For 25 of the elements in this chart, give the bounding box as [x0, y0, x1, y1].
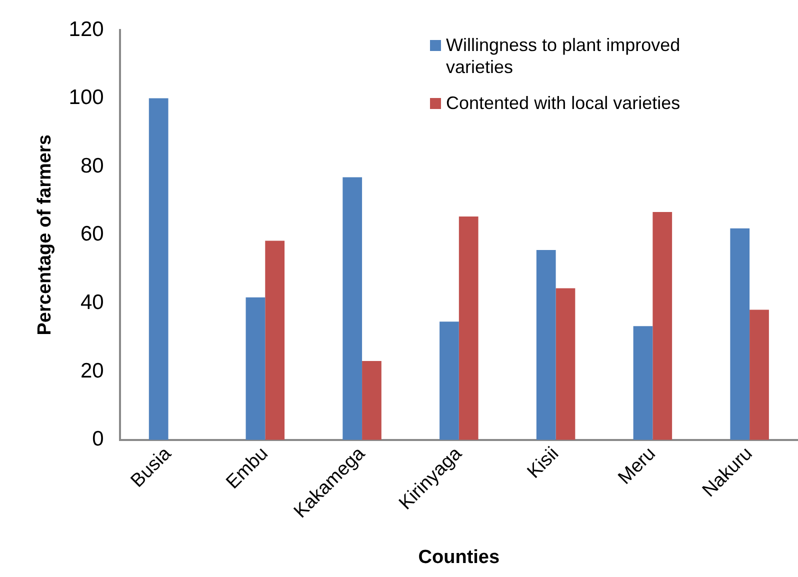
y-tick-label: 120	[68, 18, 104, 41]
bar	[246, 297, 266, 440]
y-axis-title: Percentage of farmers	[34, 134, 56, 336]
bar	[536, 250, 556, 440]
y-tick-label: 80	[80, 154, 104, 178]
legend-label: Contented with local varieties	[446, 92, 680, 114]
x-axis-title: Counties	[418, 546, 500, 568]
bar	[750, 310, 769, 440]
bar	[342, 177, 362, 440]
x-tick-label: Kisii	[524, 443, 564, 483]
bar	[265, 240, 285, 440]
bar	[730, 228, 750, 440]
bar	[458, 216, 478, 440]
y-tick-label: 0	[92, 428, 104, 451]
y-tick-label: 60	[80, 222, 104, 246]
y-tick-label: 100	[68, 86, 104, 110]
legend-label: Willingness to plant improved varieties	[446, 34, 682, 78]
bar	[148, 98, 168, 440]
y-tick-label: 20	[80, 359, 104, 382]
bar	[633, 326, 653, 440]
y-tick-label: 40	[80, 291, 104, 314]
bar	[652, 212, 672, 440]
bar	[556, 288, 576, 440]
bar	[440, 322, 459, 440]
bar	[362, 360, 382, 440]
